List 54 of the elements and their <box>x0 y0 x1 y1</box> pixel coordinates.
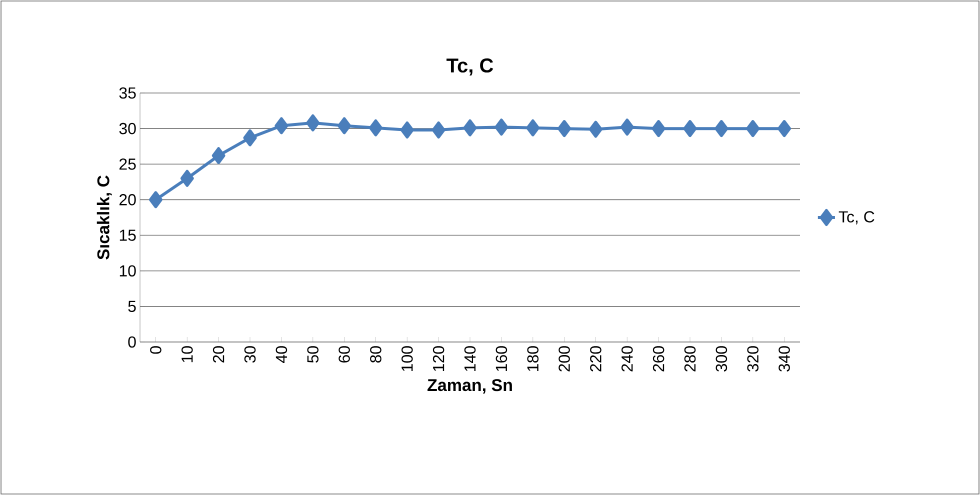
point <box>683 120 697 138</box>
point <box>463 119 477 136</box>
y-tick-label: 5 <box>128 300 136 312</box>
point <box>274 117 288 134</box>
x-axis-title: Zaman, Sn <box>428 379 512 394</box>
point <box>558 120 572 138</box>
point <box>148 191 162 208</box>
x-tick-label: 120 <box>432 346 444 371</box>
point <box>212 147 226 164</box>
point <box>652 120 666 138</box>
y-tick-label: 25 <box>119 158 136 170</box>
x-tick-label: 0 <box>150 346 162 354</box>
y-tick-label: 10 <box>120 265 136 277</box>
y-tick-label: 30 <box>119 122 136 134</box>
point <box>588 120 602 138</box>
x-tick-label: 40 <box>276 346 288 363</box>
point <box>338 117 352 134</box>
x-tick-label: 200 <box>558 346 570 372</box>
point <box>400 121 414 138</box>
x-tick-label: 20 <box>212 346 224 363</box>
x-tick-label: 140 <box>464 346 476 371</box>
x-tick-label: 60 <box>338 346 350 363</box>
x-tick-label: 340 <box>778 346 790 372</box>
point <box>714 120 728 138</box>
point <box>526 119 540 136</box>
x-tick-label: 220 <box>590 346 602 372</box>
x-tick-label: 300 <box>716 346 728 372</box>
x-tick-label: 320 <box>747 346 759 372</box>
x-tick-label: 240 <box>621 346 633 372</box>
y-tick-label: 35 <box>119 87 136 99</box>
x-tick-label: 100 <box>401 346 413 371</box>
y-axis-title: Sıcaklık, C <box>96 175 112 260</box>
x-tick-label: 80 <box>370 346 382 363</box>
x-tick-label: 280 <box>684 346 696 372</box>
x-tick-label: 50 <box>307 346 319 363</box>
point <box>494 118 508 136</box>
y-tick-label: 20 <box>119 194 136 206</box>
chart-title: Tc, C <box>446 58 494 76</box>
x-tick-label: 30 <box>244 346 256 363</box>
point <box>368 119 382 136</box>
x-tick-label: 180 <box>527 346 539 371</box>
point <box>306 114 320 132</box>
y-tick-label: 0 <box>128 336 136 348</box>
point <box>620 118 634 136</box>
x-tick-label: 10 <box>181 346 193 362</box>
point <box>778 120 792 138</box>
x-tick-label: 260 <box>652 346 664 372</box>
x-tick-label: 160 <box>496 346 508 371</box>
legend-label: Tc, C <box>838 211 874 224</box>
point <box>180 170 194 187</box>
y-tick-label: 15 <box>120 230 136 241</box>
point <box>432 121 446 138</box>
point <box>746 120 760 138</box>
point <box>243 129 257 146</box>
